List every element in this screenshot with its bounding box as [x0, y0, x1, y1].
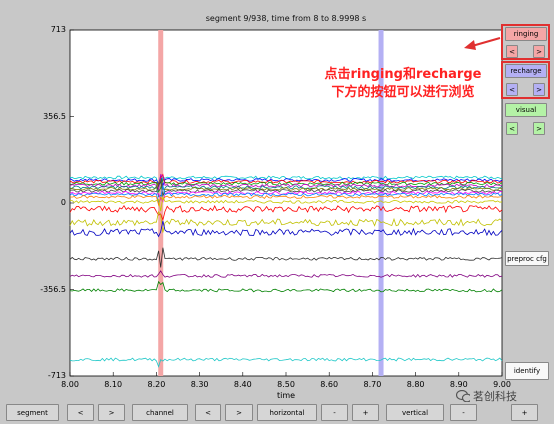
identify-button[interactable]: identify [505, 362, 549, 380]
x-tick-label: 8.70 [363, 380, 382, 389]
recharge-next-button[interactable]: > [533, 83, 545, 96]
x-tick-label: 9.00 [493, 380, 511, 389]
horizontal-minus-button[interactable]: - [321, 404, 348, 421]
ringing-marker [158, 30, 164, 376]
y-tick-label: 713 [50, 25, 66, 34]
ringing-next-button[interactable]: > [533, 45, 545, 58]
ringing-button[interactable]: ringing [505, 27, 547, 41]
vertical-button[interactable]: vertical [386, 404, 444, 421]
channel-trace [69, 173, 503, 188]
x-tick-label: 8.20 [147, 380, 166, 389]
channel-trace [69, 178, 503, 191]
x-tick-label: 8.00 [61, 380, 79, 389]
segment-button[interactable]: segment [6, 404, 59, 421]
wechat-icon [456, 390, 470, 402]
x-tick-label: 8.80 [406, 380, 425, 389]
recharge-prev-button[interactable]: < [506, 83, 518, 96]
preproc-cfg-button[interactable]: preproc cfg [505, 251, 549, 266]
x-tick-label: 8.30 [190, 380, 209, 389]
x-axis-label: time [277, 391, 296, 400]
channel-trace [69, 178, 503, 193]
visual-next-button[interactable]: > [533, 122, 545, 135]
watermark-text: 茗创科技 [473, 390, 517, 403]
x-tick-label: 8.90 [449, 380, 468, 389]
visual-button[interactable]: visual [505, 103, 547, 117]
channel-trace [69, 173, 502, 192]
annotation-text: 点击ringing和recharge 下方的按钮可以进行浏览 [308, 66, 498, 102]
horizontal-plus-button[interactable]: + [352, 404, 379, 421]
channel-trace [69, 204, 503, 222]
y-tick-label: 356.5 [43, 111, 66, 121]
channel-trace [69, 247, 503, 268]
plot-title: segment 9/938, time from 8 to 8.9998 s [205, 14, 367, 23]
x-tick-label: 8.10 [104, 380, 123, 389]
segment-prev-button[interactable]: < [67, 404, 94, 421]
y-tick-label: 0 [60, 198, 66, 207]
arrow-shaft [471, 37, 501, 47]
channel-trace [69, 220, 503, 238]
channel-trace [69, 185, 503, 204]
annotation-line-1: 点击ringing和recharge [324, 67, 482, 82]
channel-next-button[interactable]: > [225, 404, 253, 421]
channel-trace [69, 210, 503, 233]
annotation-line-2: 下方的按钮可以进行浏览 [331, 85, 475, 100]
channel-button[interactable]: channel [132, 404, 188, 421]
y-tick-label: -356.5 [40, 284, 66, 294]
ringing-prev-button[interactable]: < [506, 45, 518, 58]
recharge-button[interactable]: recharge [505, 64, 547, 78]
vertical-minus-button[interactable]: - [450, 404, 477, 421]
vertical-plus-button[interactable]: + [511, 404, 538, 421]
channel-trace [69, 270, 503, 278]
segment-next-button[interactable]: > [98, 404, 125, 421]
recharge-marker [378, 30, 384, 376]
channel-trace [69, 357, 503, 368]
channel-trace [69, 190, 503, 203]
channel-trace [69, 194, 503, 207]
channel-trace [69, 195, 503, 212]
x-tick-label: 8.40 [233, 380, 252, 389]
y-tick-label: -713 [47, 371, 66, 380]
channel-prev-button[interactable]: < [195, 404, 221, 421]
x-tick-label: 8.50 [277, 380, 295, 389]
arrow-head-icon [464, 40, 476, 50]
channel-trace [69, 280, 503, 293]
visual-prev-button[interactable]: < [506, 122, 518, 135]
channel-trace [69, 180, 503, 197]
watermark: 茗创科技 [456, 388, 517, 404]
horizontal-button[interactable]: horizontal [257, 404, 317, 421]
x-tick-label: 8.60 [320, 380, 339, 389]
